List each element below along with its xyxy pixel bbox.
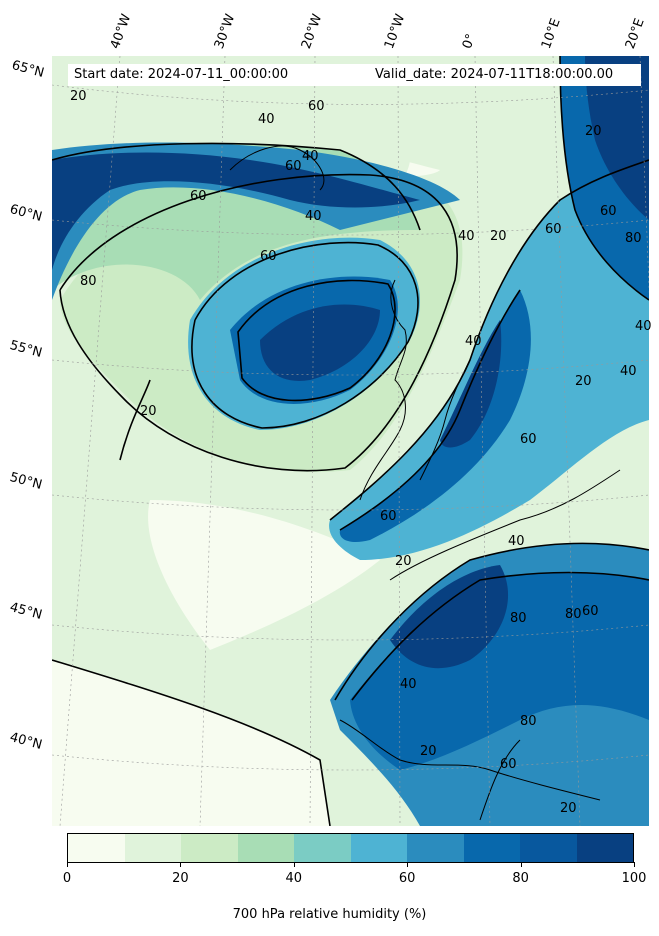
start-date-label: Start date: 2024-07-11_00:00:00 <box>68 64 374 86</box>
contour-label: 80 <box>625 231 642 246</box>
contour-label: 20 <box>140 404 157 419</box>
contour-label: 40 <box>258 112 275 127</box>
colorbar <box>67 833 634 863</box>
humidity-contours <box>52 56 649 826</box>
humidity-band-north <box>52 106 411 190</box>
contour-label: 20 <box>560 801 577 816</box>
colorbar-segment <box>237 834 294 862</box>
colorbar-tick-label: 0 <box>62 871 72 886</box>
contour-label: 40 <box>458 229 475 244</box>
contour-label: 40 <box>635 319 652 334</box>
colorbar-tick-mark <box>521 862 522 867</box>
coastlines <box>229 145 621 821</box>
contour-label: 60 <box>520 432 537 447</box>
contour-label: 40 <box>305 209 322 224</box>
humidity-core-northeast <box>585 56 649 220</box>
humidity-dry-center <box>148 500 380 650</box>
contour-label: 60 <box>308 99 325 114</box>
colorbar-segment <box>124 834 181 862</box>
contour-label: 60 <box>582 604 599 619</box>
contour-label: 60 <box>190 189 207 204</box>
colorbar-segment <box>68 834 125 862</box>
contour-label: 60 <box>285 159 302 174</box>
colorbar-segment <box>463 834 520 862</box>
contour-label: 60 <box>260 249 277 264</box>
contour-label: 20 <box>395 554 412 569</box>
contour-label: 80 <box>565 607 582 622</box>
colorbar-tick-mark <box>294 862 295 867</box>
colorbar-segment <box>576 834 633 862</box>
contour-label: 60 <box>545 222 562 237</box>
colorbar-segment <box>350 834 407 862</box>
contour-label: 40 <box>302 149 319 164</box>
valid-date-label: Valid_date: 2024-07-11T18:00:00.00 <box>369 64 641 86</box>
contour-label: 80 <box>510 611 527 626</box>
colorbar-label: 700 hPa relative humidity (%) <box>232 907 427 922</box>
contour-label: 20 <box>70 89 87 104</box>
colorbar-segment <box>181 834 238 862</box>
colorbar-tick-mark <box>67 862 68 867</box>
contour-label: 60 <box>600 204 617 219</box>
colorbar-tick-label: 60 <box>398 871 416 886</box>
contour-label: 60 <box>380 509 397 524</box>
contour-label: 40 <box>508 534 525 549</box>
contour-label: 40 <box>620 364 637 379</box>
humidity-core-atlantic <box>260 304 380 381</box>
contour-label: 20 <box>490 229 507 244</box>
colorbar-tick-mark <box>180 862 181 867</box>
colorbar-tick-label: 20 <box>172 871 189 886</box>
humidity-core-south <box>390 565 509 669</box>
contour-label: 80 <box>520 714 537 729</box>
contour-label: 60 <box>500 757 517 772</box>
colorbar-tick-label: 100 <box>621 871 647 886</box>
humidity-wet-front <box>339 290 531 542</box>
contour-label: 20 <box>575 374 592 389</box>
contour-label: 40 <box>465 334 482 349</box>
colorbar-segment <box>294 834 351 862</box>
colorbar-tick-mark <box>407 862 408 867</box>
colorbar-segment <box>407 834 464 862</box>
colorbar-tick-mark <box>634 862 635 867</box>
colorbar-tick-label: 40 <box>285 871 303 886</box>
colorbar-segment <box>520 834 577 862</box>
contour-label: 20 <box>585 124 602 139</box>
humidity-core-northwest <box>52 152 420 270</box>
graticule <box>52 56 649 826</box>
contour-label: 20 <box>420 744 437 759</box>
humidity-dry-south <box>52 660 330 826</box>
humidity-moist-northwest <box>52 142 460 300</box>
colorbar-tick-label: 80 <box>512 871 529 886</box>
contour-label: 80 <box>80 274 97 289</box>
contour-label: 40 <box>400 677 417 692</box>
